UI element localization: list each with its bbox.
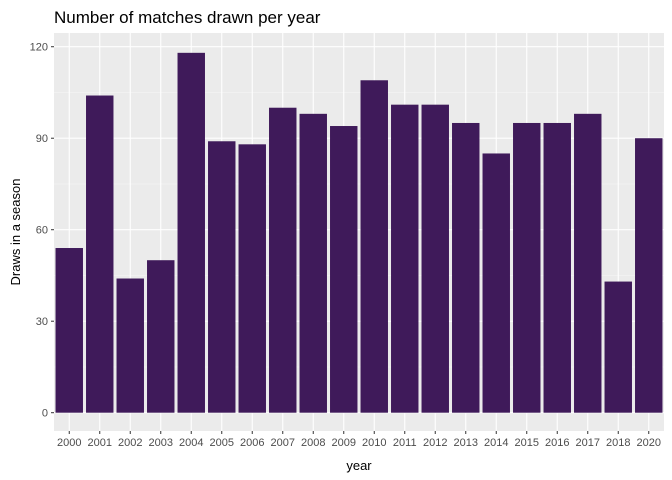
bar-2011 — [391, 104, 419, 413]
y-tick-label: 120 — [30, 42, 48, 54]
x-tick-label: 2000 — [57, 437, 81, 449]
x-tick-label: 2013 — [454, 437, 478, 449]
x-tick-label: 2004 — [179, 437, 203, 449]
bar-2012 — [421, 104, 449, 413]
bar-2000 — [55, 248, 83, 413]
bar-2018 — [604, 281, 632, 413]
x-tick-label: 2018 — [606, 437, 630, 449]
x-tick-label: 2012 — [423, 437, 447, 449]
bar-2004 — [177, 52, 205, 413]
bar-2001 — [86, 95, 114, 413]
x-tick-label: 2002 — [118, 437, 142, 449]
x-tick-label: 2011 — [393, 437, 417, 449]
x-tick-label: 2003 — [149, 437, 173, 449]
x-axis-title: year — [346, 458, 372, 473]
bar-2013 — [452, 122, 480, 413]
y-tick-label: 30 — [36, 316, 48, 328]
y-tick-label: 90 — [36, 133, 48, 145]
y-tick-label: 60 — [36, 225, 48, 237]
y-tick-label: 0 — [42, 408, 48, 420]
x-tick-label: 2001 — [88, 437, 112, 449]
bar-2010 — [360, 80, 388, 413]
x-tick-label: 2020 — [637, 437, 661, 449]
bar-2002 — [116, 278, 144, 413]
bar-2015 — [513, 122, 541, 413]
bar-2006 — [238, 144, 266, 413]
x-tick-label: 2017 — [576, 437, 600, 449]
x-tick-label: 2007 — [271, 437, 295, 449]
bar-2007 — [269, 107, 297, 413]
bar-2017 — [574, 113, 602, 413]
x-tick-label: 2006 — [240, 437, 264, 449]
bar-2003 — [147, 260, 175, 413]
bars — [55, 52, 663, 413]
chart-title: Number of matches drawn per year — [54, 8, 321, 27]
x-axis: 2000 2001 2002 2003 2004 2005 2006 2007 2008 2009… — [57, 431, 661, 449]
x-tick-label: 2010 — [362, 437, 386, 449]
x-tick-label: 2009 — [332, 437, 356, 449]
x-tick-label: 2015 — [515, 437, 539, 449]
bar-2008 — [299, 113, 327, 413]
x-tick-label: 2014 — [484, 437, 508, 449]
x-tick-label: 2005 — [210, 437, 234, 449]
x-tick-label: 2016 — [545, 437, 569, 449]
x-tick-label: 2008 — [301, 437, 325, 449]
bar-2009 — [330, 126, 358, 413]
bar-2016 — [543, 122, 571, 413]
y-axis-title: Draws in a season — [8, 179, 23, 286]
bar-2020 — [635, 138, 663, 413]
bar-2014 — [482, 153, 510, 413]
bar-2005 — [208, 141, 236, 413]
y-axis: 0 30 60 90 120 — [30, 42, 54, 420]
